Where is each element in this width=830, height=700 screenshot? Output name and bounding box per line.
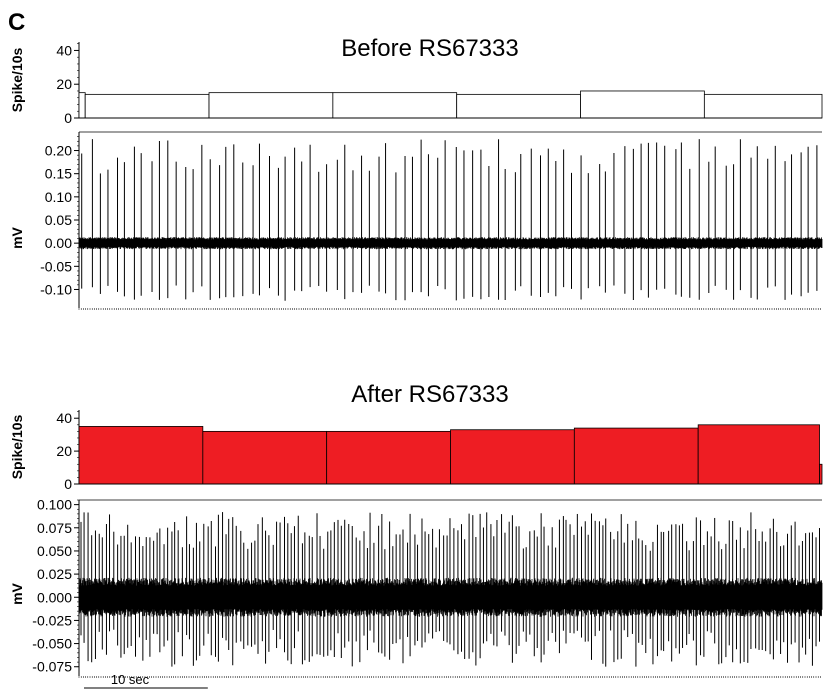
y-tick-label: 0.100: [37, 497, 72, 513]
noise-band: [78, 237, 823, 250]
histogram-bar: [703, 93, 823, 119]
y-tick-label: -0.075: [32, 659, 72, 675]
y-tick-label: 0.00: [45, 235, 72, 251]
y-tick-label: 40: [56, 410, 72, 426]
y-tick-label: -0.10: [40, 281, 72, 297]
histogram-bar: [78, 426, 204, 485]
after-title: After RS67333: [351, 381, 508, 408]
y-axis-title: Spike/10s: [9, 47, 25, 112]
y-tick-label: 0.050: [37, 543, 72, 559]
before-trace-plot: -0.10 -0.05 0.00 0.05 0.10 0.15 0.20 mV: [9, 131, 823, 310]
before-title: Before RS67333: [341, 35, 518, 62]
after-histogram: 0 20 40 Spike/10s: [9, 410, 823, 492]
histogram-bar: [202, 430, 328, 485]
y-axis-title: Spike/10s: [9, 414, 25, 479]
y-axis-title: mV: [9, 226, 25, 248]
y-tick-label: 0.15: [45, 166, 72, 182]
y-tick-label: -0.025: [32, 612, 72, 628]
y-tick-label: -0.05: [40, 258, 72, 274]
y-axis-title: mV: [9, 582, 25, 604]
histogram-bar: [819, 463, 823, 485]
y-tick-label: 0.05: [45, 212, 72, 228]
histogram-bar: [332, 92, 458, 119]
y-tick-label: 0.025: [37, 566, 72, 582]
y-tick-label: 0.000: [37, 589, 72, 605]
scale-bar-label: 10 sec: [111, 672, 150, 687]
histogram-bar: [78, 92, 86, 119]
y-tick-label: 20: [56, 76, 72, 92]
histogram-bar: [450, 429, 575, 485]
histogram-bar: [84, 93, 210, 119]
before-histogram: 0 20 40 Spike/10s: [9, 42, 823, 126]
y-tick-label: -0.050: [32, 636, 72, 652]
y-tick-label: 0.20: [45, 143, 72, 159]
y-tick-label: 20: [56, 443, 72, 459]
y-tick-label: 0.075: [37, 520, 72, 536]
y-tick-label: 40: [56, 42, 72, 58]
noise-band: [78, 577, 823, 617]
panel-label: C: [8, 9, 25, 36]
y-tick-label: 0: [64, 476, 72, 492]
histogram-bar: [208, 92, 334, 119]
histogram-bar: [326, 430, 451, 485]
histogram-bar: [456, 93, 581, 119]
y-tick-label: 0.10: [45, 189, 72, 205]
y-tick-label: 0: [64, 110, 72, 126]
histogram-bar: [573, 427, 699, 485]
histogram-bar: [697, 424, 820, 485]
after-trace-plot: -0.075 -0.050 -0.025 0.000 0.025 0.050 0.075 0.…: [9, 497, 823, 678]
scale-bar: 10 sec: [84, 672, 208, 689]
histogram-bar: [580, 90, 705, 119]
